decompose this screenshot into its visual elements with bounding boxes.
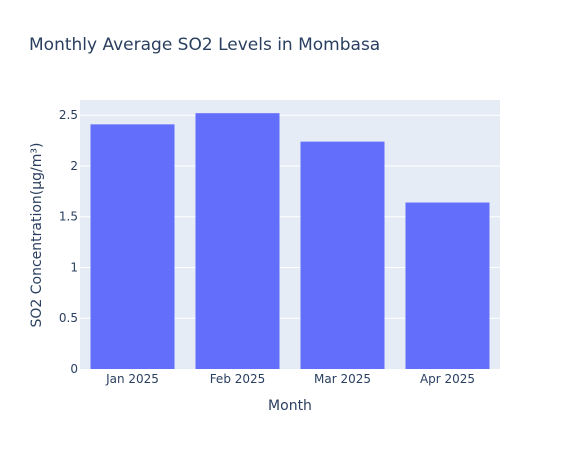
- y-tick-label: 2: [70, 159, 78, 173]
- y-tick-label: 0: [70, 362, 78, 376]
- x-tick-label: Jan 2025: [105, 372, 159, 386]
- x-tick-label: Feb 2025: [210, 372, 266, 386]
- chart-title: Monthly Average SO2 Levels in Mombasa: [29, 35, 380, 55]
- x-tick-label: Apr 2025: [420, 372, 475, 386]
- y-axis-label: SO2 Concentration(μg/m³): [29, 143, 45, 328]
- bar: [405, 202, 490, 369]
- x-axis-label: Month: [268, 398, 312, 414]
- x-tick-label: Mar 2025: [314, 372, 371, 386]
- bars: [90, 113, 490, 369]
- bar: [90, 124, 175, 369]
- y-axis-ticks: 0 0.5 1 1.5 2 2.5: [59, 108, 78, 376]
- bar: [300, 141, 385, 369]
- y-tick-label: 0.5: [59, 311, 78, 325]
- bar: [195, 113, 280, 369]
- y-tick-label: 1.5: [59, 210, 78, 224]
- y-tick-label: 2.5: [59, 108, 78, 122]
- x-axis-ticks: Jan 2025 Feb 2025 Mar 2025 Apr 2025: [105, 372, 475, 386]
- y-tick-label: 1: [70, 260, 78, 274]
